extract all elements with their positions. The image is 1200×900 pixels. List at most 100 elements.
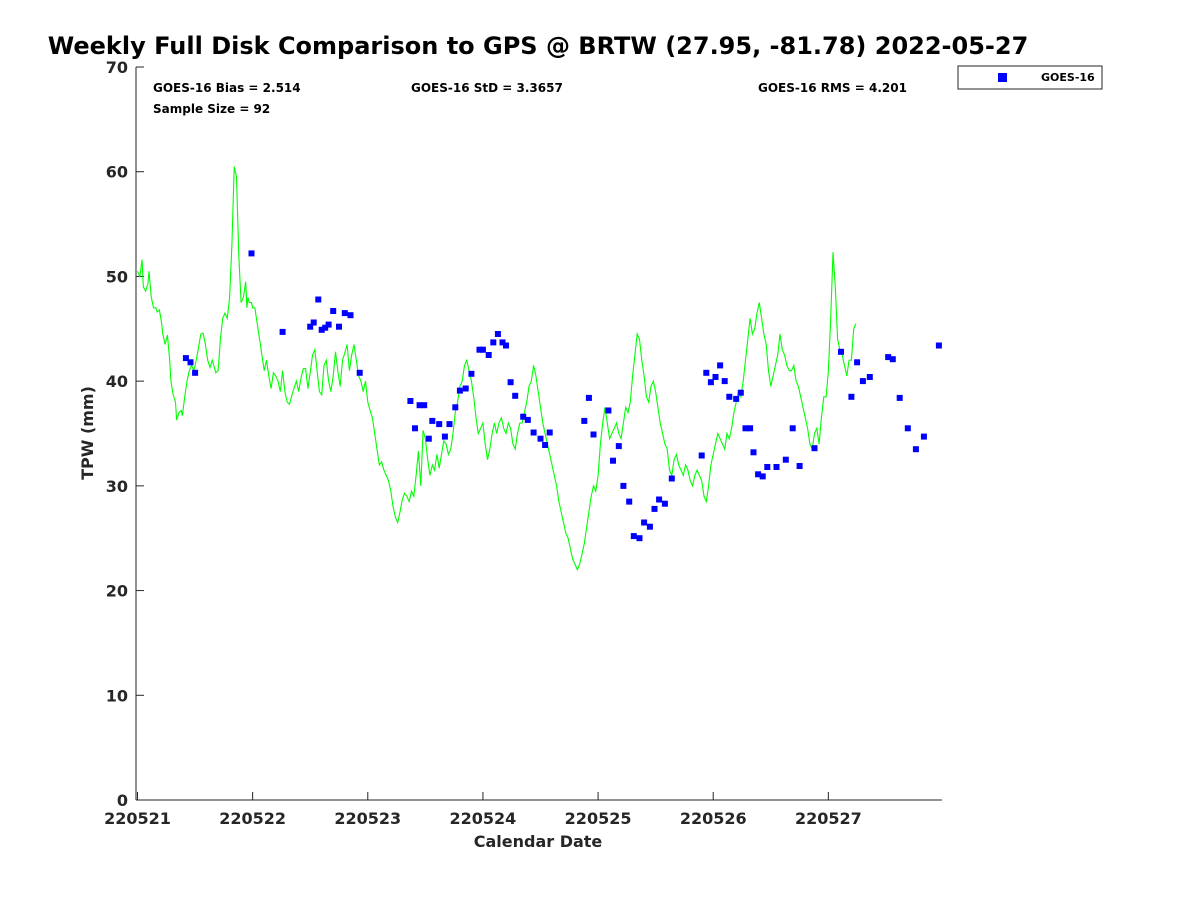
goes-16-point: [668, 475, 675, 482]
goes-16-point: [476, 346, 483, 353]
goes-16-point: [412, 425, 418, 432]
goes-16-point: [656, 496, 663, 503]
goes-16-point: [503, 342, 509, 349]
goes-16-point: [542, 442, 549, 448]
sample-size-stat: Sample Size = 92: [153, 102, 270, 116]
goes-16-point: [356, 369, 363, 376]
x-tick-label: 220526: [680, 809, 747, 828]
goes-16-point: [187, 359, 194, 366]
goes-16-point: [896, 394, 903, 401]
goes-16-point: [605, 407, 612, 414]
goes-16-point: [859, 378, 866, 385]
goes-16-point: [755, 471, 762, 478]
y-tick-label: 10: [106, 686, 128, 705]
x-tick-label: 220521: [104, 809, 171, 828]
goes-16-point: [499, 339, 506, 346]
goes-16-point: [721, 378, 728, 385]
x-tick-label: 220522: [219, 809, 286, 828]
goes-16-point: [615, 443, 622, 450]
goes-16-point: [318, 326, 325, 333]
plot-frame: [136, 67, 942, 800]
goes-16-point: [425, 435, 432, 442]
goes-16-point: [782, 456, 789, 463]
goes-16-point: [904, 425, 911, 432]
goes-16-point: [742, 425, 749, 432]
goes-16-point: [416, 402, 423, 409]
goes-16-point: [630, 533, 637, 540]
goes-16-point: [737, 389, 744, 396]
goes-16-point: [920, 433, 927, 440]
goes-16-point: [733, 395, 740, 402]
goes-16-point: [747, 425, 754, 432]
y-axis-label: TPW (mm): [78, 386, 97, 480]
y-tick-label: 20: [106, 582, 128, 601]
goes-16-point: [330, 308, 337, 314]
goes-16-point: [661, 500, 668, 507]
goes-16-point: [507, 379, 514, 386]
legend-box: [957, 65, 1103, 90]
goes-16-point: [759, 473, 766, 480]
goes-16-point: [446, 421, 453, 428]
goes-16-point: [490, 339, 497, 346]
goes-16-point: [494, 331, 501, 337]
goes-16-point: [707, 379, 714, 386]
goes-16-point: [838, 348, 844, 355]
goes-16-point: [854, 359, 861, 366]
y-tick-label: 70: [106, 58, 128, 77]
goes-16-point: [773, 464, 780, 470]
y-tick-label: 0: [117, 791, 128, 810]
goes-16-point: [192, 369, 199, 376]
goes-16-point: [590, 431, 597, 438]
goes-16-point: [307, 323, 314, 330]
goes-16-point: [750, 449, 757, 456]
goes-16-point: [698, 452, 705, 459]
goes-16-point: [610, 457, 616, 464]
goes-16-point: [479, 346, 486, 353]
goes-16-point: [789, 425, 796, 432]
legend-marker: [998, 73, 1007, 82]
goes-16-point: [848, 393, 855, 400]
goes-16-point: [452, 404, 459, 411]
goes-16-point: [530, 429, 537, 436]
goes-16-point: [889, 356, 896, 363]
goes-16-point: [912, 446, 919, 453]
x-tick-label: 220525: [565, 809, 632, 828]
y-tick-label: 50: [106, 267, 128, 286]
goes-16-points: [182, 250, 942, 542]
goes-16-point: [811, 445, 818, 452]
goes-16-point: [248, 250, 255, 257]
goes-16-point: [585, 394, 592, 401]
legend-label: GOES-16: [1041, 71, 1095, 84]
goes-16-point: [429, 417, 436, 424]
goes-16-point: [796, 463, 803, 469]
goes-16-point: [468, 370, 475, 377]
goes-16-point: [279, 328, 286, 335]
goes-16-point: [182, 355, 189, 362]
goes-16-point: [646, 523, 653, 530]
y-axis-ticks: 0 10 20 30 40 50 60 70: [106, 58, 144, 810]
goes-16-point: [935, 342, 942, 349]
goes-16-point: [764, 464, 771, 470]
x-tick-label: 220524: [450, 809, 517, 828]
chart-title: Weekly Full Disk Comparison to GPS @ BRT…: [48, 32, 1029, 60]
goes-16-point: [712, 374, 719, 380]
goes-16-point: [703, 369, 710, 376]
goes-16-point: [524, 416, 531, 423]
x-axis-ticks: 220521 220522 220523 220524 220525 220526 2205…: [104, 792, 862, 828]
goes-16-point: [441, 433, 448, 440]
goes-16-point: [866, 374, 873, 380]
goes-16-point: [341, 310, 348, 317]
goes-16-point: [485, 352, 492, 358]
goes-16-point: [462, 385, 469, 392]
goes-16-point: [310, 319, 317, 326]
goes-16-point: [407, 398, 414, 404]
x-tick-label: 220527: [795, 809, 862, 828]
std-stat: GOES-16 StD = 3.3657: [411, 81, 563, 95]
goes-16-point: [421, 402, 428, 409]
y-tick-label: 60: [106, 163, 128, 182]
goes-16-point: [537, 435, 544, 442]
gps-tpw-line: [136, 166, 857, 571]
goes-16-point: [620, 482, 627, 489]
goes-16-point: [641, 519, 648, 526]
